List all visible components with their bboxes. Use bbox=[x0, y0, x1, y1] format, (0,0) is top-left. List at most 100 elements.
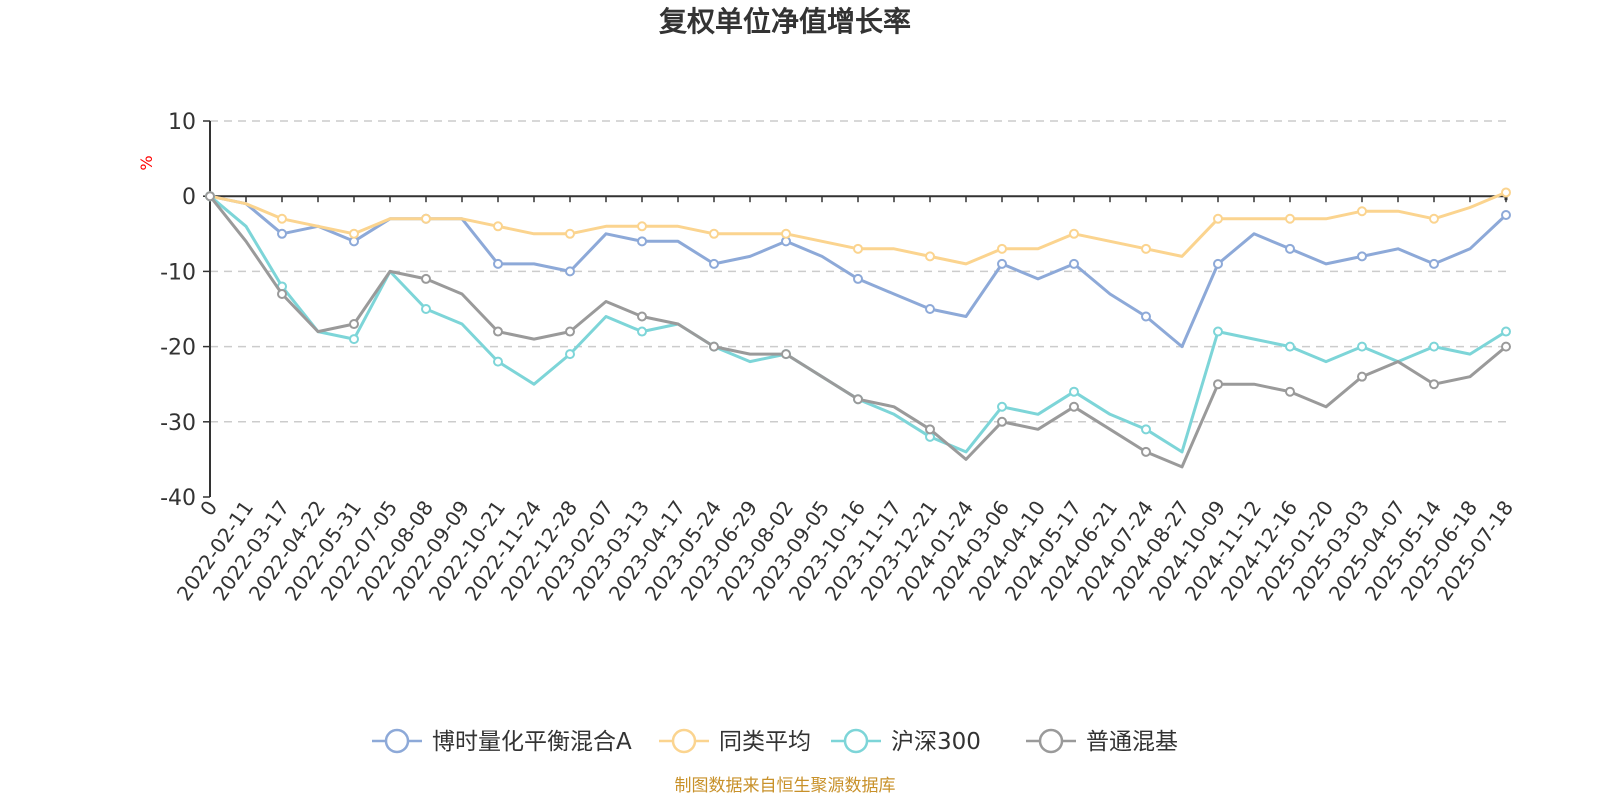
data-point bbox=[565, 349, 575, 360]
y-tick-label: 10 bbox=[168, 110, 196, 135]
data-point bbox=[1285, 243, 1295, 254]
legend-marker bbox=[843, 728, 869, 754]
y-tick-label: -30 bbox=[160, 411, 196, 436]
legend-item-0[interactable]: 博时量化平衡混合A bbox=[372, 728, 632, 755]
data-point bbox=[709, 228, 719, 239]
data-point bbox=[1285, 386, 1295, 397]
data-point bbox=[565, 228, 575, 239]
data-point bbox=[493, 258, 503, 269]
data-point bbox=[1285, 341, 1295, 352]
data-point bbox=[1141, 311, 1151, 322]
legend-item-1[interactable]: 同类平均 bbox=[659, 728, 811, 755]
data-point bbox=[1069, 401, 1079, 412]
legend-label: 博时量化平衡混合A bbox=[432, 729, 632, 755]
data-point bbox=[1357, 341, 1367, 352]
y-tick-label: -40 bbox=[160, 486, 196, 511]
data-point bbox=[1429, 379, 1439, 390]
data-point bbox=[1357, 251, 1367, 262]
data-point bbox=[1069, 258, 1079, 269]
data-point bbox=[1429, 213, 1439, 224]
data-point bbox=[1069, 228, 1079, 239]
x-tick-label: 0 bbox=[195, 496, 222, 520]
data-point bbox=[997, 416, 1007, 427]
data-point bbox=[997, 258, 1007, 269]
data-point bbox=[1141, 424, 1151, 435]
data-point bbox=[709, 341, 719, 352]
data-point bbox=[421, 213, 431, 224]
data-point bbox=[349, 228, 359, 239]
legend-item-2[interactable]: 沪深300 bbox=[831, 728, 981, 755]
x-tick-labels: 02022-02-112022-03-172022-04-222022-05-3… bbox=[172, 196, 1518, 605]
y-tick-label: 0 bbox=[182, 185, 196, 210]
legend-marker bbox=[1038, 728, 1064, 754]
data-point bbox=[421, 273, 431, 284]
data-point bbox=[1357, 206, 1367, 217]
data-point bbox=[853, 394, 863, 405]
grid-lines bbox=[210, 120, 1506, 423]
data-point bbox=[1429, 258, 1439, 269]
data-point bbox=[925, 424, 935, 435]
legend-label: 同类平均 bbox=[719, 729, 811, 755]
data-point bbox=[493, 221, 503, 232]
data-point bbox=[1213, 258, 1223, 269]
series-2 bbox=[205, 191, 1511, 454]
data-point bbox=[1213, 213, 1223, 224]
data-point bbox=[421, 304, 431, 314]
data-point bbox=[1501, 341, 1511, 352]
data-point bbox=[277, 228, 287, 239]
legend-item-3[interactable]: 普通混基 bbox=[1026, 728, 1178, 755]
y-tick-labels: -40 -30 -20 -10 0 10 bbox=[160, 110, 210, 511]
data-point bbox=[637, 221, 647, 232]
data-point bbox=[1501, 210, 1511, 220]
data-point bbox=[1285, 213, 1295, 224]
data-point bbox=[1429, 341, 1439, 352]
data-point bbox=[925, 251, 935, 262]
data-point bbox=[1501, 326, 1511, 337]
source-note: 制图数据来自恒生聚源数据库 bbox=[675, 776, 896, 796]
axes bbox=[209, 121, 1508, 497]
legend-label: 普通混基 bbox=[1086, 729, 1178, 755]
series-line bbox=[208, 194, 1508, 469]
data-point bbox=[781, 228, 791, 239]
data-point bbox=[1357, 371, 1367, 382]
data-point bbox=[853, 273, 863, 284]
data-point bbox=[565, 266, 575, 277]
data-point bbox=[781, 349, 791, 360]
y-tick-label: -20 bbox=[160, 336, 196, 361]
data-point bbox=[493, 356, 503, 367]
legend-label: 沪深300 bbox=[891, 729, 981, 755]
data-point bbox=[1213, 379, 1223, 390]
series-0 bbox=[205, 191, 1511, 349]
legend-marker bbox=[671, 728, 697, 754]
series-lines bbox=[205, 187, 1511, 469]
data-point bbox=[349, 319, 359, 330]
legend[interactable]: 博时量化平衡混合A 同类平均 沪深300 普通混基 bbox=[372, 728, 1178, 755]
data-point bbox=[709, 258, 719, 269]
data-point bbox=[349, 334, 359, 345]
series-3 bbox=[205, 191, 1511, 469]
legend-marker bbox=[384, 728, 410, 754]
data-point bbox=[997, 401, 1007, 412]
data-point bbox=[637, 326, 647, 337]
data-point bbox=[997, 243, 1007, 254]
data-point bbox=[1141, 446, 1151, 457]
data-point bbox=[277, 288, 287, 299]
data-point bbox=[637, 236, 647, 247]
y-tick-label: -10 bbox=[160, 260, 196, 285]
data-point bbox=[493, 326, 503, 337]
data-point bbox=[925, 304, 935, 314]
data-point bbox=[277, 213, 287, 224]
data-point bbox=[853, 243, 863, 254]
data-point bbox=[205, 191, 215, 202]
data-point bbox=[1069, 386, 1079, 397]
chart-title: 复权单位净值增长率 bbox=[659, 5, 911, 38]
data-point bbox=[1501, 187, 1511, 198]
data-point bbox=[1141, 243, 1151, 254]
data-point bbox=[637, 311, 647, 322]
series-1 bbox=[205, 187, 1511, 266]
data-point bbox=[565, 326, 575, 337]
series-line bbox=[208, 194, 1508, 454]
data-point bbox=[1213, 326, 1223, 337]
y-axis-unit: % bbox=[137, 155, 156, 170]
